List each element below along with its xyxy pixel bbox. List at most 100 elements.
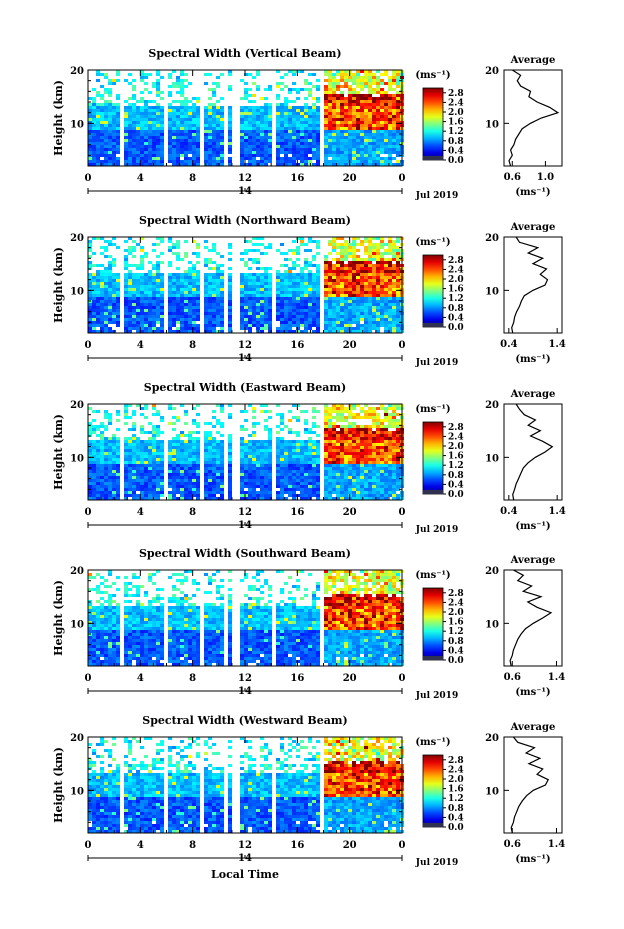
panel-title: Spectral Width (Vertical Beam) <box>148 47 341 60</box>
x-tick-label: 4 <box>137 840 144 851</box>
panel-3: Spectral Width (Eastward Beam) Height (km… <box>52 381 566 535</box>
colorbar-tick-label: 1.6 <box>448 118 464 128</box>
x-tick-label: 0 <box>399 840 406 851</box>
x-tick-label: 16 <box>290 340 304 351</box>
average-title: Average <box>510 222 556 233</box>
panel-title: Spectral Width (Eastward Beam) <box>144 381 346 394</box>
average-title: Average <box>510 555 556 566</box>
average-y-tick-label: 10 <box>485 286 499 297</box>
day-label: 14 <box>238 853 252 864</box>
x-tick-label: 0 <box>85 507 92 518</box>
average-x-tick-label: 0.6 <box>504 172 521 183</box>
panel-4: Spectral Width (Southward Beam) Height (k… <box>52 547 565 701</box>
x-tick-label: 0 <box>399 673 406 684</box>
colorbar-tick-label: 0.8 <box>448 137 464 147</box>
x-tick-label: 8 <box>189 173 196 184</box>
colorbar-tick-label: 1.6 <box>448 452 464 462</box>
y-tick-label: 10 <box>70 119 84 130</box>
average-frame <box>503 69 563 167</box>
y-tick-label: 20 <box>70 400 84 411</box>
x-tick-label: 16 <box>290 173 304 184</box>
day-label: 14 <box>238 686 252 697</box>
average-line <box>508 69 560 167</box>
panel-title: Spectral Width (Westward Beam) <box>142 714 347 727</box>
colorbar-tick-label: 2.0 <box>448 608 464 618</box>
colorbar-tick-label: 0.0 <box>448 323 464 333</box>
average-x-tick-label: 0.6 <box>504 672 521 683</box>
colorbar-under <box>423 490 443 494</box>
average-x-tick-label: 1.4 <box>548 506 565 517</box>
x-tick-label: 12 <box>238 173 252 184</box>
colorbar-tick-label: 2.4 <box>448 765 464 775</box>
x-tick-label: 20 <box>343 840 357 851</box>
colorbar-under <box>423 823 443 827</box>
colorbar-unit: (ms⁻¹) <box>415 737 450 748</box>
x-tick-label: 8 <box>189 673 196 684</box>
x-tick-label: 4 <box>137 173 144 184</box>
colorbar-tick-label: 0.0 <box>448 656 464 666</box>
average-x-label: (ms⁻¹) <box>515 521 550 532</box>
colorbar-tick-label: 2.4 <box>448 432 464 442</box>
colorbar-unit: (ms⁻¹) <box>415 570 450 581</box>
colorbar-tick-label: 2.4 <box>448 98 464 108</box>
colorbar-tick-label: 0.4 <box>448 146 464 156</box>
heatmap-cells <box>88 237 404 333</box>
panel-1: Spectral Width (Vertical Beam) Height (km… <box>52 47 563 201</box>
average-y-tick-label: 20 <box>485 733 499 744</box>
colorbar <box>422 87 444 161</box>
x-tick-label: 4 <box>137 340 144 351</box>
y-tick-label: 20 <box>70 233 84 244</box>
average-y-tick-label: 10 <box>485 119 499 130</box>
colorbar <box>422 421 444 495</box>
average-title: Average <box>510 55 556 66</box>
panel-title: Spectral Width (Southward Beam) <box>139 547 351 560</box>
y-tick-label: 10 <box>70 453 84 464</box>
colorbar-tick-label: 1.2 <box>448 627 464 637</box>
x-tick-label: 12 <box>238 507 252 518</box>
average-line <box>510 736 550 834</box>
y-tick-label: 10 <box>70 286 84 297</box>
x-tick-label: 20 <box>343 340 357 351</box>
x-tick-label: 0 <box>85 173 92 184</box>
average-x-tick-label: 1.4 <box>548 672 565 683</box>
x-tick-label: 16 <box>290 840 304 851</box>
x-tick-label: 0 <box>85 840 92 851</box>
colorbar-tick-label: 2.0 <box>448 108 464 118</box>
x-tick-label: 16 <box>290 673 304 684</box>
y-tick-label: 20 <box>70 566 84 577</box>
date-label: Jul 2019 <box>415 858 458 868</box>
average-x-tick-label: 0.6 <box>504 839 521 850</box>
average-x-label: (ms⁻¹) <box>515 854 550 865</box>
y-axis-label: Height (km) <box>52 414 65 490</box>
colorbar-under <box>423 323 443 327</box>
colorbar-tick-label: 0.0 <box>448 156 464 166</box>
panel-2: Spectral Width (Northward Beam) Height (k… <box>52 214 566 368</box>
colorbar-tick-label: 2.8 <box>448 589 464 599</box>
average-x-tick-label: 1.4 <box>548 839 565 850</box>
colorbar-tick-label: 2.8 <box>448 756 464 766</box>
day-label: 14 <box>238 186 252 197</box>
x-tick-label: 20 <box>343 507 357 518</box>
average-x-label: (ms⁻¹) <box>515 187 550 198</box>
colorbar-tick-label: 2.0 <box>448 775 464 785</box>
colorbar-tick-label: 0.0 <box>448 823 464 833</box>
colorbar-tick-label: 2.4 <box>448 265 464 275</box>
y-axis-label: Height (km) <box>52 747 65 823</box>
average-profile: Average 10 20 0.6 1.4 (ms⁻¹) <box>485 555 565 698</box>
colorbar-tick-label: 1.2 <box>448 794 464 804</box>
heatmap-cells <box>88 70 404 166</box>
colorbar-tick-label: 2.8 <box>448 256 464 266</box>
x-tick-label: 20 <box>343 173 357 184</box>
date-label: Jul 2019 <box>415 358 458 368</box>
average-x-tick-label: 0.4 <box>500 506 517 517</box>
average-y-tick-label: 10 <box>485 619 499 630</box>
average-title: Average <box>510 389 556 400</box>
date-label: Jul 2019 <box>415 691 458 701</box>
colorbar <box>422 587 444 661</box>
x-axis-label: Local Time <box>211 868 279 881</box>
colorbar-unit: (ms⁻¹) <box>415 404 450 415</box>
y-axis-label: Height (km) <box>52 80 65 156</box>
average-x-label: (ms⁻¹) <box>515 687 550 698</box>
x-tick-label: 0 <box>399 173 406 184</box>
